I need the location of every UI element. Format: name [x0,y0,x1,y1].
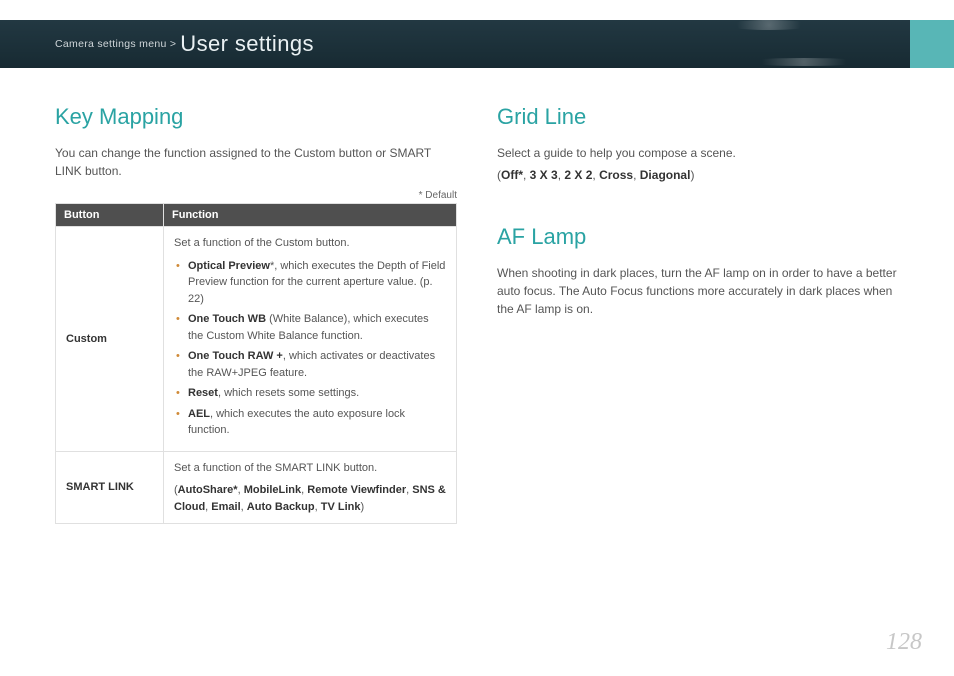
header-band: Camera settings menu > User settings [0,20,954,68]
key-mapping-intro: You can change the function assigned to … [55,144,457,180]
cell-function-custom: Set a function of the Custom button. Opt… [164,227,457,452]
page-number: 128 [886,629,922,656]
table-row: Custom Set a function of the Custom butt… [56,227,457,452]
cell-function-smartlink: Set a function of the SMART LINK button.… [164,451,457,524]
table-header-row: Button Function [56,204,457,227]
af-lamp-body: When shooting in dark places, turn the A… [497,264,899,318]
key-mapping-heading: Key Mapping [55,104,457,130]
grid-line-intro: Select a guide to help you compose a sce… [497,144,899,162]
bullet-item: AEL, which executes the auto exposure lo… [174,406,446,439]
af-lamp-section: AF Lamp When shooting in dark places, tu… [497,224,899,318]
af-lamp-heading: AF Lamp [497,224,899,250]
bullet-item: Reset, which resets some settings. [174,385,446,402]
custom-bullets: Optical Preview*, which executes the Dep… [174,258,446,439]
right-column: Grid Line Select a guide to help you com… [497,104,899,524]
default-note: * Default [55,190,457,201]
bullet-item: Optical Preview*, which executes the Dep… [174,258,446,308]
bullet-item: One Touch RAW +, which activates or deac… [174,348,446,381]
table-header-button: Button [56,204,164,227]
accent-block [910,20,954,68]
smartlink-options: (AutoShare*, MobileLink, Remote Viewfind… [174,482,446,515]
custom-func-intro: Set a function of the Custom button. [174,235,446,252]
table-row: SMART LINK Set a function of the SMART L… [56,451,457,524]
cell-button-custom: Custom [56,227,164,452]
grid-line-options: (Off*, 3 X 3, 2 X 2, Cross, Diagonal) [497,168,899,182]
table-header-function: Function [164,204,457,227]
content-area: Key Mapping You can change the function … [55,104,899,524]
bullet-item: One Touch WB (White Balance), which exec… [174,311,446,344]
breadcrumb-title: User settings [180,31,314,57]
grid-line-heading: Grid Line [497,104,899,130]
cell-button-smartlink: SMART LINK [56,451,164,524]
key-mapping-table: Button Function Custom Set a function of… [55,203,457,524]
smartlink-func-intro: Set a function of the SMART LINK button. [174,460,446,477]
breadcrumb-prefix: Camera settings menu > [55,38,176,50]
left-column: Key Mapping You can change the function … [55,104,457,524]
